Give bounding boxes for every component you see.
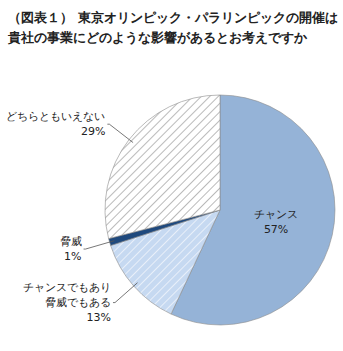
html-text:貴社の事業にどのような影響があるとお考えですか: 貴社の事業にどのような影響があるとお考えですか xyxy=(8,30,307,45)
svg-text:29%: 29% xyxy=(81,125,105,138)
svg-text:57%: 57% xyxy=(264,223,288,236)
svg-text:チャンスでもあり: チャンスでもあり xyxy=(23,281,111,294)
svg-text:どちらともいえない: どちらともいえない xyxy=(8,110,105,123)
svg-text:チャンス: チャンス xyxy=(254,208,298,221)
svg-text:脅威でもある: 脅威でもある xyxy=(45,296,111,309)
svg-text:13%: 13% xyxy=(87,311,111,324)
html-text:（図表１） 東京オリンピック・パラリンピックの開催は: （図表１） 東京オリンピック・パラリンピックの開催は xyxy=(8,10,338,25)
svg-text:脅威: 脅威 xyxy=(60,235,82,248)
svg-text:1%: 1% xyxy=(64,250,81,263)
